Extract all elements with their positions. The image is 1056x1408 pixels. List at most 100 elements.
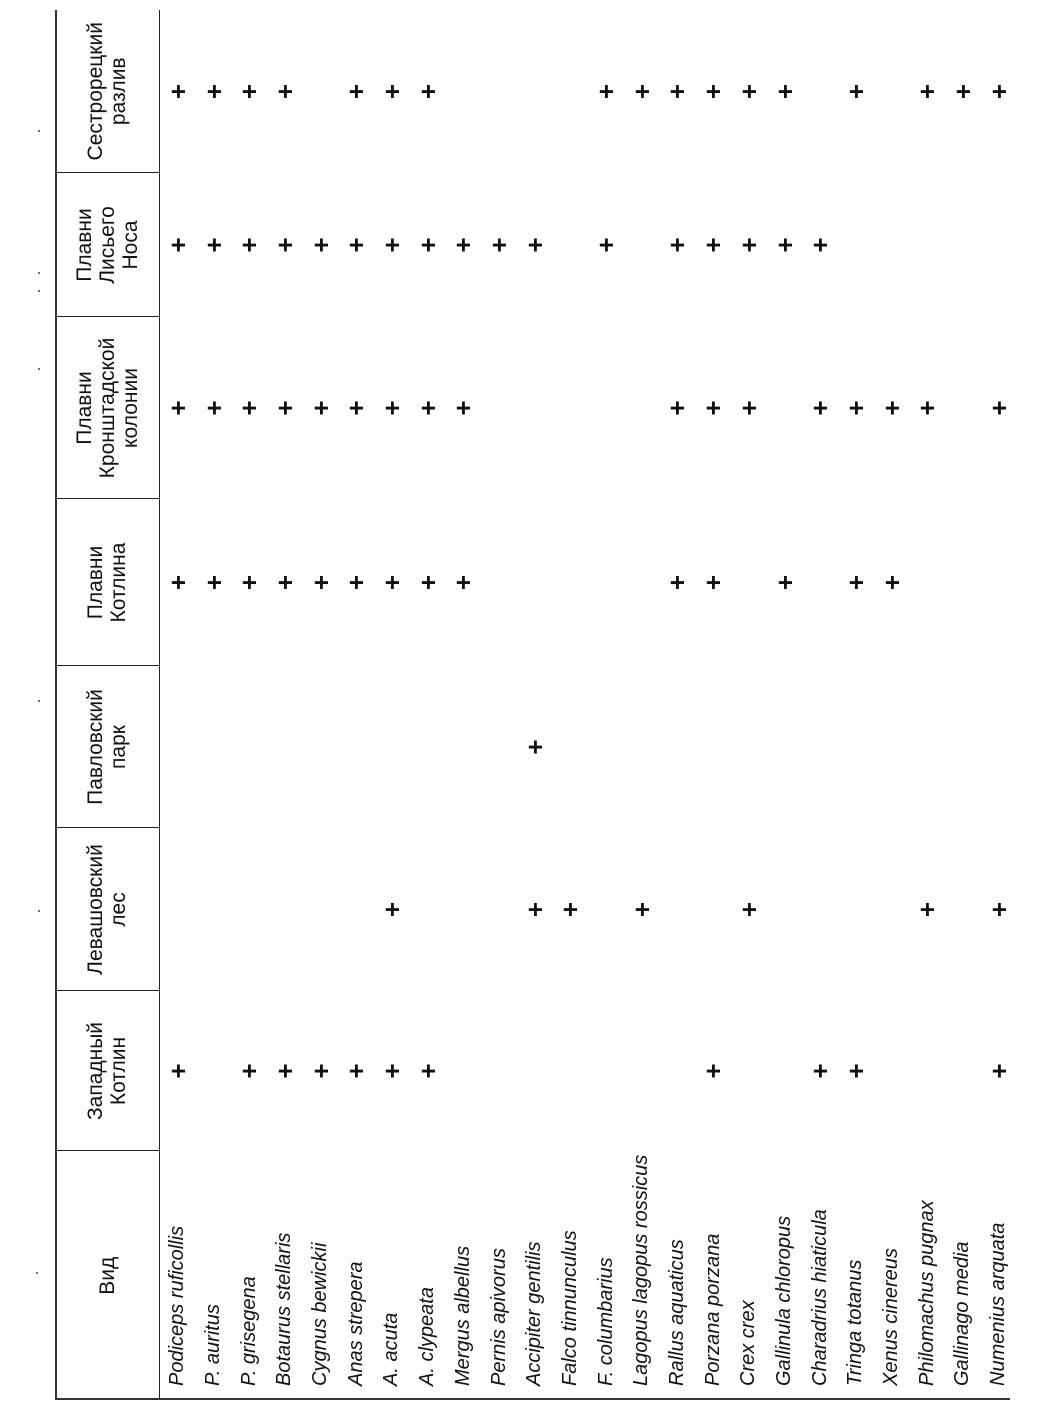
presence-mark xyxy=(945,173,981,317)
table-row: Pernis apivorus + xyxy=(481,10,517,1400)
presence-mark: + xyxy=(662,574,693,591)
presence-mark xyxy=(481,828,517,991)
presence-mark: + xyxy=(769,237,800,253)
presence-mark: + xyxy=(198,574,229,591)
species-name: Philomachus pugnax xyxy=(915,1200,938,1386)
table-row: Porzana porzana + + + + + xyxy=(695,10,731,1400)
species-name: Xenus cinereus xyxy=(880,1248,903,1386)
presence-mark xyxy=(303,828,339,991)
presence-mark xyxy=(981,173,1017,317)
table-row: Lagopus lagopus rossicus + + xyxy=(624,10,660,1400)
presence-mark: + xyxy=(983,400,1014,416)
presence-mark xyxy=(267,828,303,991)
species-table: Вид Западный Котлин Левашовский лес Павловс… xyxy=(55,10,1017,1400)
presence-mark xyxy=(267,666,303,828)
presence-mark xyxy=(874,666,910,828)
presence-mark: + xyxy=(162,400,193,416)
presence-mark: + xyxy=(912,400,943,416)
presence-mark: + xyxy=(484,237,515,253)
presence-mark xyxy=(909,991,945,1151)
presence-mark xyxy=(481,499,517,666)
presence-mark: + xyxy=(662,400,693,416)
species-name: Falco tinnunculus xyxy=(558,1230,581,1386)
presence-mark: + xyxy=(840,83,871,100)
presence-mark: + xyxy=(876,574,907,591)
presence-mark: + xyxy=(626,901,657,918)
presence-mark: + xyxy=(376,400,407,416)
presence-mark xyxy=(624,173,660,317)
presence-mark: + xyxy=(269,400,300,416)
table-row: Rallus aquaticus + + + + xyxy=(660,10,696,1400)
presence-mark: + xyxy=(305,574,336,591)
presence-mark: + xyxy=(519,901,550,918)
presence-mark: + xyxy=(912,901,943,918)
presence-mark: + xyxy=(412,400,443,416)
presence-mark xyxy=(588,828,624,991)
presence-mark xyxy=(588,499,624,666)
presence-mark: + xyxy=(376,83,407,100)
presence-mark: + xyxy=(626,83,657,100)
presence-mark xyxy=(731,499,767,666)
presence-mark: + xyxy=(555,901,586,918)
presence-mark: + xyxy=(341,1063,372,1079)
presence-mark xyxy=(731,991,767,1151)
presence-mark xyxy=(160,666,196,828)
presence-mark: + xyxy=(840,574,871,591)
table-row: A. acuta + + + + + + xyxy=(374,10,410,1400)
species-name: Charadrius hiaticula xyxy=(808,1209,831,1386)
presence-mark xyxy=(909,173,945,317)
table-row: Xenus cinereus + + xyxy=(874,10,910,1400)
presence-mark: + xyxy=(840,400,871,416)
column-header-site: Западный Котлин xyxy=(55,991,160,1151)
presence-mark xyxy=(981,666,1017,828)
presence-mark xyxy=(231,828,267,991)
table-row: Podiceps ruficollis + + + + + xyxy=(160,10,196,1400)
presence-mark xyxy=(553,173,589,317)
presence-mark: + xyxy=(591,83,622,100)
presence-mark: + xyxy=(733,83,764,100)
presence-mark xyxy=(553,666,589,828)
table-row: Accipiter gentilis + + + xyxy=(517,10,553,1400)
presence-mark xyxy=(588,666,624,828)
species-name: P. grisegena xyxy=(237,1276,260,1386)
presence-mark: + xyxy=(162,1063,193,1079)
presence-mark xyxy=(517,991,553,1151)
presence-mark: + xyxy=(519,237,550,253)
column-header-site: Плавни Кронштадской колонии xyxy=(55,317,160,499)
presence-mark xyxy=(231,666,267,828)
presence-mark xyxy=(695,666,731,828)
presence-mark: + xyxy=(341,237,372,253)
species-name: Accipiter gentilis xyxy=(523,1241,546,1386)
presence-mark xyxy=(588,991,624,1151)
species-name: A. acuta xyxy=(380,1312,403,1386)
presence-mark xyxy=(624,499,660,666)
table-row: Crex crex + + + + xyxy=(731,10,767,1400)
presence-mark xyxy=(481,10,517,173)
rotated-table-container: Вид Западный Котлин Левашовский лес Павловс… xyxy=(55,10,1014,1400)
presence-mark: + xyxy=(805,237,836,253)
presence-mark: + xyxy=(769,83,800,100)
species-name: Botaurus stellaris xyxy=(273,1232,296,1386)
presence-mark xyxy=(624,991,660,1151)
presence-mark: + xyxy=(269,1063,300,1079)
presence-mark: + xyxy=(162,237,193,253)
table-row: Mergus albellus + + + xyxy=(446,10,482,1400)
species-name: A. clypeata xyxy=(416,1287,439,1386)
presence-mark: + xyxy=(448,574,479,591)
presence-mark: + xyxy=(162,83,193,100)
scan-dot xyxy=(38,290,40,292)
presence-mark xyxy=(802,666,838,828)
scan-dot xyxy=(38,700,40,702)
presence-mark xyxy=(660,666,696,828)
presence-mark: + xyxy=(412,83,443,100)
presence-mark xyxy=(874,10,910,173)
column-header-site: Плавни Лисьего Носа xyxy=(55,173,160,317)
presence-mark: + xyxy=(341,574,372,591)
presence-mark xyxy=(802,828,838,991)
presence-mark: + xyxy=(983,901,1014,918)
table-row: Gallinula chloropus + + + xyxy=(767,10,803,1400)
species-name: Anas strepera xyxy=(344,1261,367,1386)
presence-mark: + xyxy=(733,237,764,253)
presence-mark: + xyxy=(269,83,300,100)
presence-mark xyxy=(446,828,482,991)
